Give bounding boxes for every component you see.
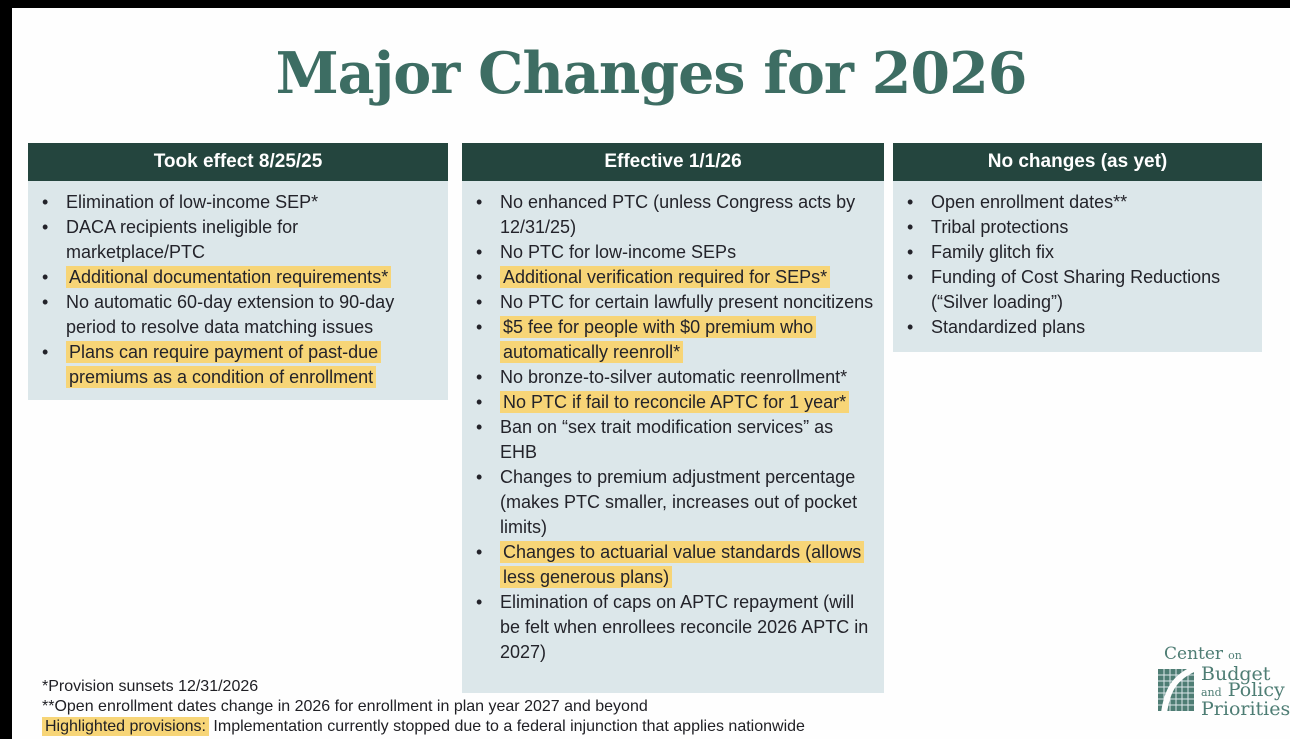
page-title: Major Changes for 2026: [275, 40, 1028, 107]
footnote: Highlighted provisions: Implementation c…: [42, 717, 805, 737]
footnotes: *Provision sunsets 12/31/2026 **Open enro…: [42, 677, 805, 737]
logo-word-budget: Budget: [1201, 663, 1271, 685]
logo-line-center-on: Center on: [1164, 646, 1288, 663]
list-item: Standardized plans: [907, 315, 1252, 340]
logo-word-center: Center: [1164, 644, 1224, 664]
list-item: Changes to premium adjustment percentage…: [476, 465, 874, 540]
column-header: No changes (as yet): [893, 143, 1262, 181]
footnote: *Provision sunsets 12/31/2026: [42, 678, 259, 695]
column-body: Open enrollment dates**Tribal protection…: [893, 181, 1262, 352]
list-item: Additional verification required for SEP…: [476, 265, 874, 290]
logo-word-on: on: [1228, 649, 1242, 662]
list-item: No PTC for low-income SEPs: [476, 240, 874, 265]
list-item: DACA recipients ineligible for marketpla…: [42, 215, 438, 265]
list-item: Elimination of caps on APTC repayment (w…: [476, 590, 874, 665]
column-body: Elimination of low-income SEP*DACA recip…: [28, 181, 448, 400]
list-item: Family glitch fix: [907, 240, 1252, 265]
left-border: [0, 0, 12, 739]
footnote: **Open enrollment dates change in 2026 f…: [42, 698, 648, 715]
top-border: [0, 0, 1290, 8]
grid-swoosh-icon: [1158, 665, 1198, 716]
list-item: Tribal protections: [907, 215, 1252, 240]
list-item: No automatic 60-day extension to 90-day …: [42, 290, 438, 340]
column-body: No enhanced PTC (unless Congress acts by…: [462, 181, 884, 693]
list-item: Changes to actuarial value standards (al…: [476, 540, 874, 590]
list-item: Ban on “sex trait modification services”…: [476, 415, 874, 465]
list-item: No PTC if fail to reconcile APTC for 1 y…: [476, 390, 874, 415]
list-item: No enhanced PTC (unless Congress acts by…: [476, 190, 874, 240]
column-header: Effective 1/1/26: [462, 143, 884, 181]
logo-word-priorities: Priorities: [1201, 698, 1290, 720]
bullet-list: Open enrollment dates**Tribal protection…: [893, 190, 1262, 340]
cbpp-logo: Center on: [1158, 646, 1290, 720]
list-item: No bronze-to-silver automatic reenrollme…: [476, 365, 874, 390]
logo-word-and: and: [1201, 686, 1222, 699]
bullet-list: Elimination of low-income SEP*DACA recip…: [28, 190, 448, 390]
list-item: Additional documentation requirements*: [42, 265, 438, 290]
list-item: No PTC for certain lawfully present nonc…: [476, 290, 874, 315]
list-item: Plans can require payment of past-due pr…: [42, 340, 438, 390]
logo-word-policy: Policy: [1227, 679, 1285, 701]
column-took-effect: Took effect 8/25/25 Elimination of low-i…: [28, 143, 448, 400]
list-item: Elimination of low-income SEP*: [42, 190, 438, 215]
list-item: Open enrollment dates**: [907, 190, 1252, 215]
bullet-list: No enhanced PTC (unless Congress acts by…: [462, 190, 884, 665]
column-no-changes: No changes (as yet) Open enrollment date…: [893, 143, 1262, 352]
column-header: Took effect 8/25/25: [28, 143, 448, 181]
list-item: Funding of Cost Sharing Reductions (“Sil…: [907, 265, 1252, 315]
column-effective: Effective 1/1/26 No enhanced PTC (unless…: [462, 143, 884, 693]
list-item: $5 fee for people with $0 premium who au…: [476, 315, 874, 365]
